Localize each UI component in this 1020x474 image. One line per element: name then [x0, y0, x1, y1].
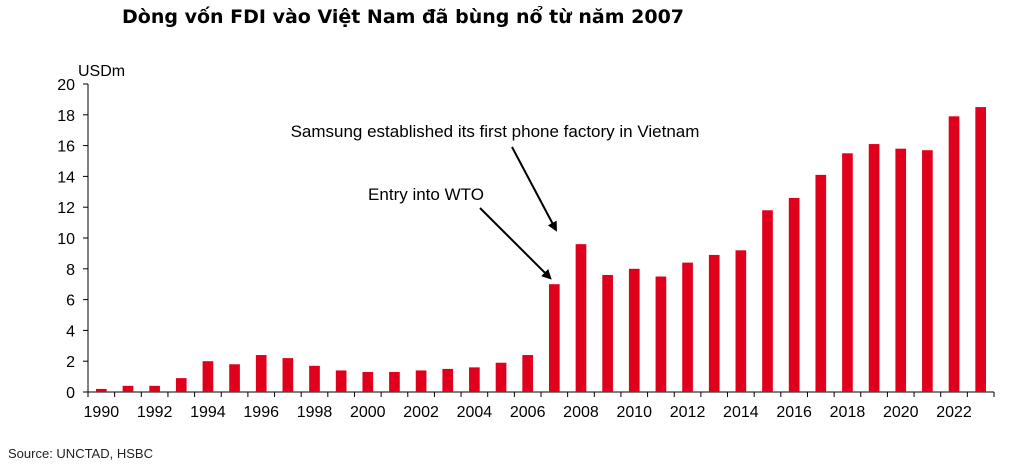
- bar-2000: [362, 371, 374, 392]
- bar-2018: [842, 153, 853, 392]
- y-tick-label: 2: [66, 354, 75, 371]
- x-tick-label: 1992: [137, 404, 173, 421]
- bar-1998: [309, 365, 320, 392]
- x-tick-label: 2014: [723, 404, 759, 421]
- bar-2003: [442, 368, 454, 392]
- x-tick-label: 2010: [616, 404, 652, 421]
- bar-2002: [415, 370, 427, 392]
- x-tick-label: 2018: [830, 404, 866, 421]
- bar-1996: [255, 355, 267, 392]
- annotation-wto-label: Entry into WTO: [368, 185, 484, 204]
- x-tick-label: 2004: [457, 404, 493, 421]
- bar-2004: [469, 367, 480, 392]
- bar-2011: [655, 276, 667, 392]
- bar-2006: [522, 355, 534, 392]
- bars: [95, 107, 987, 392]
- y-tick-label: 14: [57, 169, 75, 186]
- x-tick-label: 2012: [670, 404, 706, 421]
- x-tick-label: 1990: [84, 404, 120, 421]
- bar-2021: [922, 150, 933, 392]
- bar-2014: [735, 250, 747, 392]
- y-tick-label: 18: [57, 108, 75, 125]
- bar-2009: [602, 274, 613, 392]
- y-tick-label: 4: [66, 323, 75, 340]
- x-tick-label: 2020: [883, 404, 919, 421]
- bar-2016: [788, 197, 800, 392]
- annotation-samsung-label: Samsung established its first phone fact…: [291, 122, 700, 141]
- x-tick-label: 1996: [243, 404, 279, 421]
- bar-2008: [575, 244, 587, 392]
- x-tick-label: 2000: [350, 404, 386, 421]
- x-tick-label: 2006: [510, 404, 546, 421]
- bar-1991: [122, 385, 134, 392]
- x-tick-label: 2022: [936, 404, 972, 421]
- bar-2015: [762, 210, 773, 392]
- bar-2019: [868, 144, 880, 392]
- bar-2017: [815, 174, 827, 392]
- bar-1992: [149, 385, 160, 392]
- bar-1995: [229, 364, 240, 392]
- bar-2012: [682, 262, 693, 392]
- bar-1997: [282, 358, 294, 392]
- bar-2010: [628, 268, 640, 392]
- chart-title: Dòng vốn FDI vào Việt Nam đã bùng nổ từ …: [122, 6, 685, 28]
- x-tick-label: 2002: [403, 404, 439, 421]
- source-note: Source: UNCTAD, HSBC: [8, 446, 153, 461]
- x-tick-label: 1998: [297, 404, 333, 421]
- bar-1993: [175, 378, 187, 392]
- y-tick-label: 0: [66, 385, 75, 402]
- annotation-wto-arrow: [479, 207, 552, 280]
- y-tick-label: 16: [57, 139, 75, 156]
- y-tick-label: 8: [66, 262, 75, 279]
- bar-2020: [895, 148, 907, 392]
- y-tick-label: 20: [57, 77, 75, 94]
- bar-2022: [948, 116, 960, 392]
- x-tick-label: 2008: [563, 404, 599, 421]
- x-tick-label: 1994: [190, 404, 226, 421]
- bar-2013: [708, 254, 720, 392]
- bar-1999: [335, 370, 347, 392]
- x-tick-label: 2016: [776, 404, 812, 421]
- y-tick-label: 6: [66, 293, 75, 310]
- y-tick-label: 12: [57, 200, 75, 217]
- x-axis: 1990 1992 1994 1996 1998 2000 2002 2004 2006 2008…: [84, 391, 995, 421]
- y-tick-label: 10: [57, 231, 75, 248]
- bar-2023: [975, 107, 987, 392]
- bar-2007: [548, 284, 560, 392]
- bar-2001: [389, 371, 400, 392]
- y-axis-unit-label: USDm: [78, 63, 125, 80]
- bar-1990: [95, 388, 107, 392]
- bar-1994: [202, 361, 214, 392]
- annotations: Entry into WTO Samsung established its fi…: [291, 122, 700, 280]
- bar-2005: [495, 362, 507, 392]
- annotation-samsung-arrow: [511, 146, 557, 232]
